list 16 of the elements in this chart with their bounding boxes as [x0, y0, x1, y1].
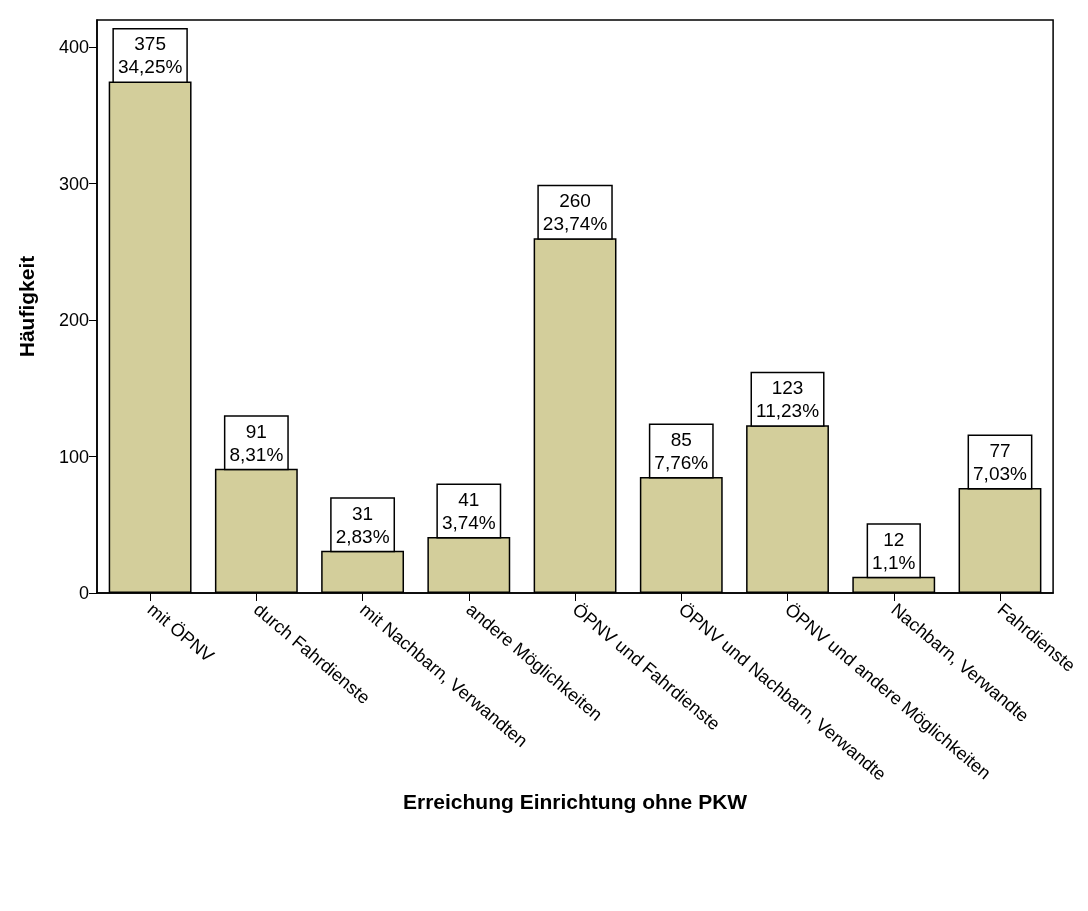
- y-tick-label: 0: [78, 583, 89, 603]
- data-label: 260 23,74%: [542, 190, 608, 235]
- data-label: 77 7,03%: [973, 439, 1028, 484]
- data-label: 91 8,31%: [229, 420, 284, 465]
- data-label: 31 2,83%: [335, 502, 390, 547]
- y-tick-label: 200: [58, 310, 89, 331]
- data-label: 12 1,1%: [872, 528, 916, 573]
- y-tick-label: 400: [58, 37, 89, 58]
- data-label: 375 34,25%: [117, 33, 183, 78]
- data-label: 41 3,74%: [441, 489, 496, 534]
- y-tick-label: 300: [58, 173, 89, 194]
- data-label: 85 7,76%: [654, 429, 709, 474]
- y-axis-title: Häufigkeit: [15, 255, 38, 358]
- y-tick-label: 100: [58, 446, 89, 467]
- x-axis-title: Erreichung Einrichtung ohne PKW: [402, 789, 748, 813]
- data-label: 123 11,23%: [756, 377, 820, 422]
